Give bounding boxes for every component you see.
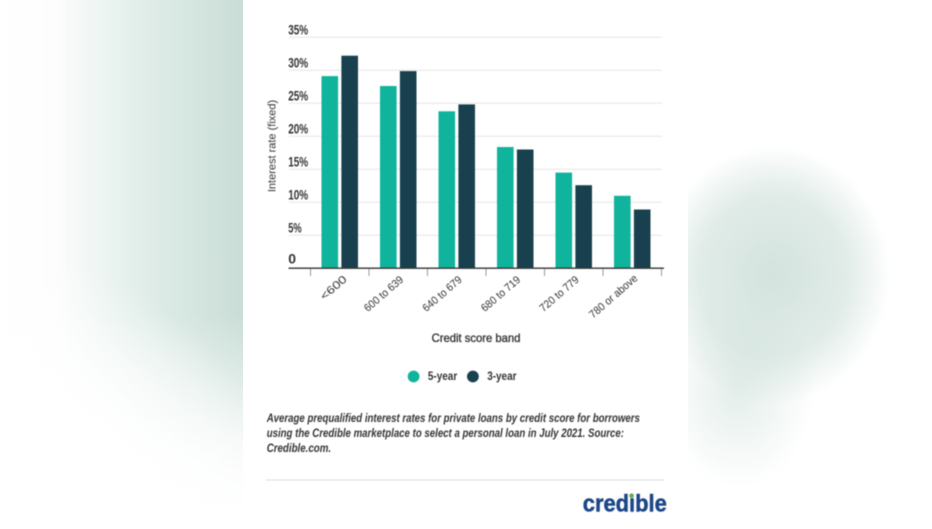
- svg-text:25%: 25%: [288, 87, 308, 103]
- svg-text:600 to 639: 600 to 639: [362, 274, 406, 315]
- svg-text:680 to 719: 680 to 719: [479, 274, 523, 315]
- svg-text:<600: <600: [318, 274, 349, 303]
- svg-text:Average prequalified interest: Average prequalified interest rates for …: [266, 411, 640, 425]
- svg-text:20%: 20%: [288, 120, 308, 136]
- svg-text:15%: 15%: [288, 153, 308, 169]
- svg-text:35%: 35%: [288, 21, 308, 37]
- svg-text:Credible.com.: Credible.com.: [267, 441, 331, 455]
- svg-text:using the Credible marketplace: using the Credible marketplace to select…: [267, 426, 624, 440]
- svg-text:10%: 10%: [288, 186, 308, 202]
- svg-text:0: 0: [288, 250, 296, 266]
- svg-text:780 or above: 780 or above: [587, 273, 640, 321]
- svg-text:30%: 30%: [288, 54, 308, 70]
- svg-text:credıble: credıble: [583, 491, 667, 518]
- svg-text:5%: 5%: [288, 219, 302, 235]
- svg-text:Credit score band: Credit score band: [432, 331, 521, 345]
- svg-text:720 to 779: 720 to 779: [538, 274, 582, 315]
- svg-text:3-year: 3-year: [487, 369, 517, 383]
- svg-text:640 to 679: 640 to 679: [421, 274, 465, 315]
- svg-text:5-year: 5-year: [428, 369, 458, 383]
- svg-text:Interest rate (fixed): Interest rate (fixed): [267, 100, 279, 192]
